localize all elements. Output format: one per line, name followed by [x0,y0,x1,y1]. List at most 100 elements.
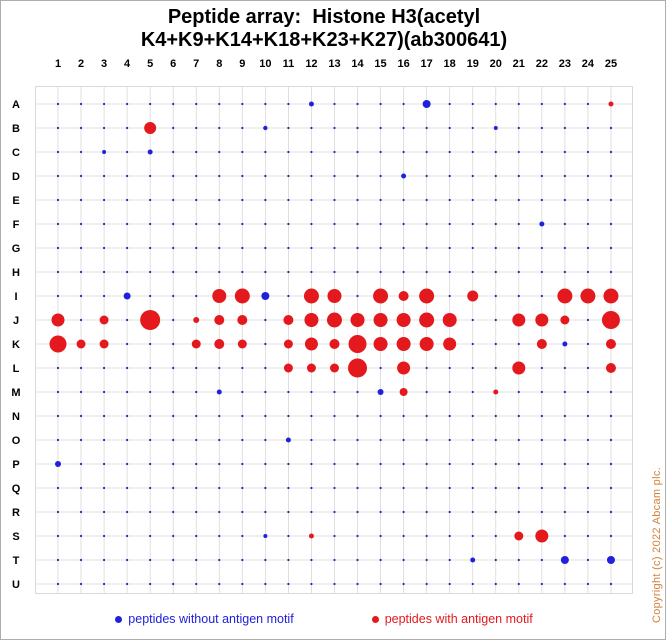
grid-dot [425,510,428,514]
grid-dot [172,318,175,322]
grid-dot [102,246,106,250]
grid-dot [448,534,451,538]
spot-J7 [193,317,200,323]
grid-dot [102,270,106,274]
grid-dot [79,390,83,394]
grid-dot [402,150,405,154]
grid-dot [402,534,405,538]
spot-J17 [419,312,435,328]
grid-dot [149,222,152,226]
grid-dot [102,198,106,202]
grid-dot [586,558,590,562]
grid-dot [126,414,129,418]
grid-dot [195,366,198,370]
grid-dot [56,174,60,178]
spot-O11 [285,437,291,443]
column-label: 23 [559,58,571,70]
grid-dot [79,366,83,370]
column-label: 19 [467,58,479,70]
grid-dot [448,414,451,418]
grid-dot [540,102,543,106]
grid-dot [517,198,520,202]
grid-dot [425,174,428,178]
grid-dot [609,534,613,538]
row-label: K [12,339,20,351]
grid-dot [471,486,474,490]
grid-dot [563,390,566,394]
column-label: 21 [513,58,525,70]
grid-dot [609,414,613,418]
grid-dot [218,462,221,466]
spot-I13 [327,289,342,303]
column-label: 4 [124,58,131,70]
grid-dot [356,222,359,226]
grid-dot [425,222,428,226]
grid-dot [356,294,359,298]
spot-J3 [99,315,109,325]
spot-L12 [306,363,316,373]
grid-dot [425,126,428,130]
grid-dot [310,126,313,130]
grid-dot [264,438,267,442]
grid-dot [379,486,382,490]
grid-dot [195,222,198,226]
chart-title: Peptide array: Histone H3(acetyl K4+K9+K… [1,6,647,52]
spot-I15 [373,288,389,304]
spot-J18 [442,313,457,327]
grid-dot [517,150,520,154]
spot-J25 [601,311,620,329]
column-label: 2 [78,58,84,70]
spot-A17 [422,100,431,108]
grid-dot [195,462,198,466]
spot-I9 [234,288,250,304]
grid-dot [149,510,152,514]
grid-dot [448,102,451,106]
spot-J11 [283,315,294,325]
grid-dot [195,582,198,586]
grid-dot [195,270,198,274]
grid-dot [540,246,543,250]
spot-K11 [283,339,293,349]
grid-dot [56,222,60,226]
grid-dot [586,390,590,394]
row-label: L [13,363,20,375]
grid-dot [425,390,428,394]
grid-dot [264,366,267,370]
grid-dot [471,390,474,394]
grid-dot [540,390,543,394]
grid-dot [379,270,382,274]
grid-dot [79,150,83,154]
grid-dot [126,198,129,202]
spot-J12 [304,313,319,327]
spot-K7 [191,339,201,349]
grid-dot [241,126,244,130]
grid-dot [149,390,152,394]
grid-dot [471,342,474,346]
grid-dot [287,294,290,298]
grid-dot [264,270,267,274]
grid-dot [56,558,60,562]
blue-dot-icon [115,615,123,623]
grid-dot [241,390,244,394]
grid-dot [609,438,613,442]
grid-dot [494,270,497,274]
grid-dot [517,294,520,298]
grid-dot [563,222,566,226]
column-label: 13 [328,58,340,70]
spot-K9 [237,339,247,349]
grid-dot [563,198,566,202]
grid-dot [448,270,451,274]
spot-J8 [214,315,225,325]
grid-dot [264,486,267,490]
grid-dot [494,414,497,418]
grid-dot [56,198,60,202]
grid-dot [609,126,613,130]
grid-dot [540,510,543,514]
grid-dot [310,558,313,562]
spot-T23 [560,556,569,564]
grid-dot [172,342,175,346]
grid-dot [149,342,152,346]
grid-dot [126,462,129,466]
grid-dot [448,510,451,514]
